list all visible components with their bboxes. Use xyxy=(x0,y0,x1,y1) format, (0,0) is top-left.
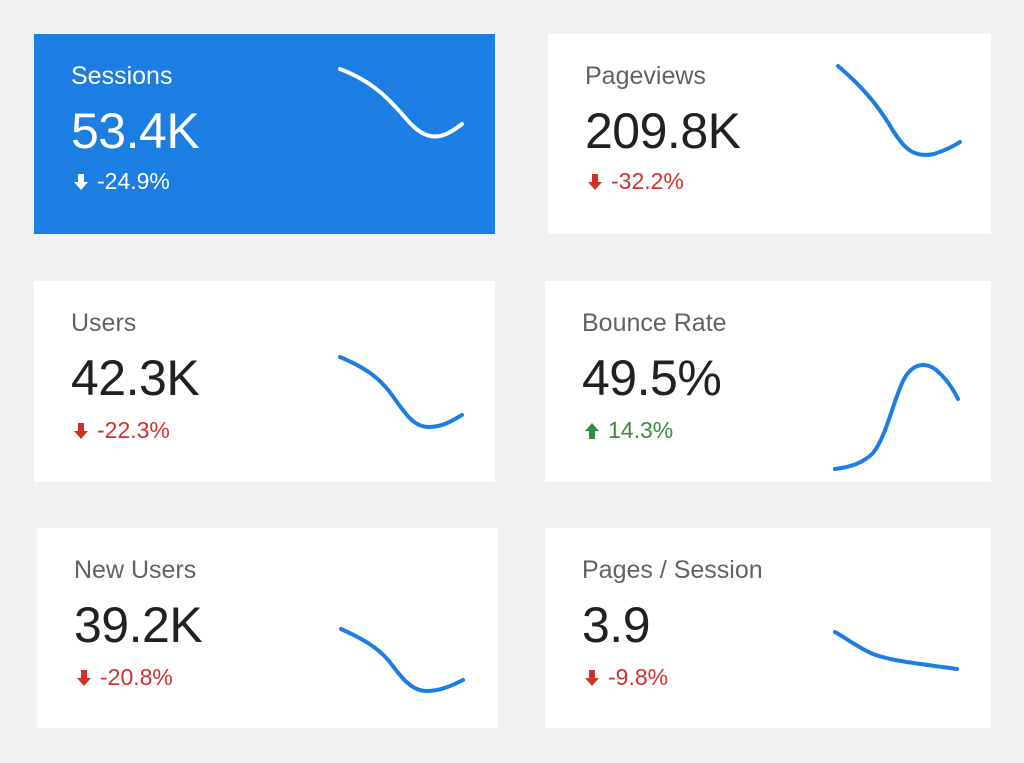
metric-value: 3.9 xyxy=(582,597,651,653)
metric-change: -32.2% xyxy=(588,170,684,193)
sparkline-chart xyxy=(833,363,960,471)
metric-change-value: -32.2% xyxy=(611,168,684,194)
arrow-down-icon xyxy=(77,669,91,686)
metric-card-pages-per-session[interactable]: Pages / Session 3.9 -9.8% xyxy=(545,528,991,728)
metric-change-value: -22.3% xyxy=(97,417,170,443)
metric-change: 14.3% xyxy=(585,419,673,442)
metric-label: New Users xyxy=(74,556,197,584)
metric-value: 39.2K xyxy=(74,597,203,653)
metric-card-sessions[interactable]: Sessions 53.4K -24.9% xyxy=(34,34,495,234)
arrow-down-icon xyxy=(74,422,88,439)
metric-value: 209.8K xyxy=(585,103,741,159)
arrow-down-icon xyxy=(74,173,88,190)
metric-value: 53.4K xyxy=(71,103,200,159)
metric-label: Users xyxy=(71,309,137,337)
sparkline-chart xyxy=(833,630,959,671)
metric-label: Pages / Session xyxy=(582,556,763,584)
metric-card-new-users[interactable]: New Users 39.2K -20.8% xyxy=(37,528,498,728)
sparkline-chart xyxy=(338,355,464,429)
metric-label: Pageviews xyxy=(585,62,706,90)
sparkline-chart xyxy=(339,627,465,693)
sparkline-chart xyxy=(338,67,464,139)
metric-card-pageviews[interactable]: Pageviews 209.8K -32.2% xyxy=(548,34,991,234)
arrow-up-icon xyxy=(585,422,599,439)
metric-change-value: -20.8% xyxy=(100,664,173,690)
metric-change-value: 14.3% xyxy=(608,417,674,443)
metric-change: -9.8% xyxy=(585,666,668,689)
metric-value: 49.5% xyxy=(582,350,722,406)
metric-value: 42.3K xyxy=(71,350,200,406)
arrow-down-icon xyxy=(588,173,602,190)
metric-change-value: -24.9% xyxy=(97,168,170,194)
sparkline-chart xyxy=(836,64,962,157)
metric-change: -24.9% xyxy=(74,170,170,193)
metric-change-value: -9.8% xyxy=(608,664,669,690)
metric-label: Bounce Rate xyxy=(582,309,727,337)
metric-change: -22.3% xyxy=(74,419,170,442)
metric-card-bounce-rate[interactable]: Bounce Rate 49.5% 14.3% xyxy=(545,281,991,482)
metric-change: -20.8% xyxy=(77,666,173,689)
arrow-down-icon xyxy=(585,669,599,686)
metric-card-users[interactable]: Users 42.3K -22.3% xyxy=(34,281,495,482)
metric-label: Sessions xyxy=(71,62,173,90)
